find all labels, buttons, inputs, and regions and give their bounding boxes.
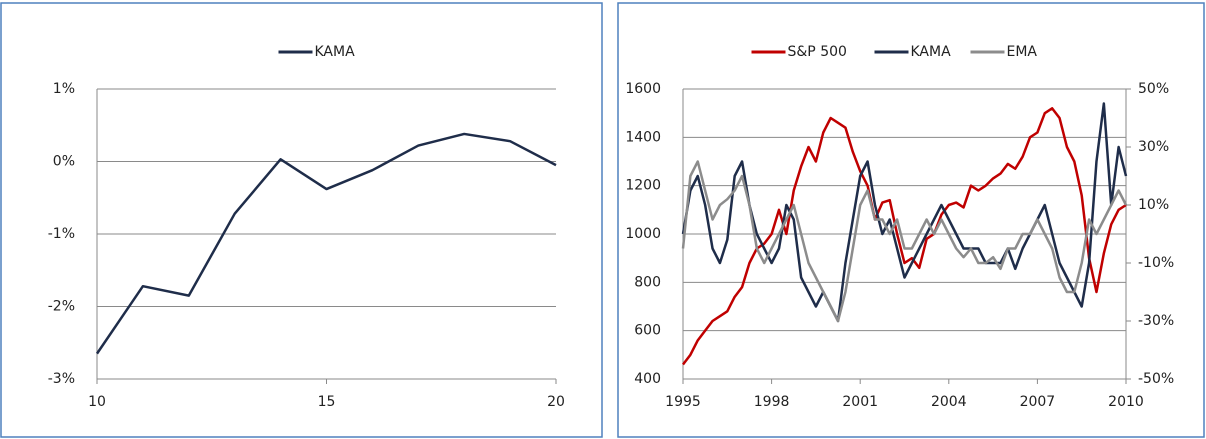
x-tick-label: 2004: [931, 394, 967, 410]
y-tick-label: -2%: [48, 299, 75, 315]
y-tick-label: 400: [634, 371, 661, 387]
series-line: [681, 160, 1128, 323]
x-tick-label: 10: [88, 394, 106, 410]
y2-tick-label: 30%: [1138, 139, 1169, 155]
y-tick-label: 1400: [625, 129, 661, 145]
y-tick-label: -1%: [48, 226, 75, 242]
y2-tick-label: 10%: [1138, 197, 1169, 213]
y-tick-label: 1000: [625, 226, 661, 242]
legend-label: EMA: [1007, 44, 1038, 60]
y-tick-label: 0%: [53, 154, 75, 170]
y2-tick-label: -10%: [1138, 255, 1174, 271]
left-panel: [0, 2, 603, 438]
x-tick-label: 20: [547, 394, 565, 410]
y2-tick-label: 50%: [1138, 81, 1169, 97]
right-panel: [617, 2, 1205, 438]
legend-label: S&P 500: [788, 44, 847, 60]
y-tick-label: 1200: [625, 178, 661, 194]
x-tick-label: 15: [318, 394, 336, 410]
series-line: [95, 132, 557, 355]
y-tick-label: 1%: [53, 81, 75, 97]
legend-label: KAMA: [315, 44, 356, 60]
legend-label: KAMA: [911, 44, 952, 60]
y2-tick-label: -50%: [1138, 371, 1174, 387]
y2-tick-label: -30%: [1138, 313, 1174, 329]
y-tick-label: -3%: [48, 371, 75, 387]
x-tick-label: 1995: [665, 394, 701, 410]
x-tick-label: 2007: [1020, 394, 1056, 410]
series-line: [681, 102, 1128, 323]
x-tick-label: 2001: [842, 394, 878, 410]
y-tick-label: 600: [634, 323, 661, 339]
y-tick-label: 800: [634, 274, 661, 290]
y-tick-label: 1600: [625, 81, 661, 97]
x-tick-label: 1998: [754, 394, 790, 410]
x-tick-label: 2010: [1108, 394, 1144, 410]
